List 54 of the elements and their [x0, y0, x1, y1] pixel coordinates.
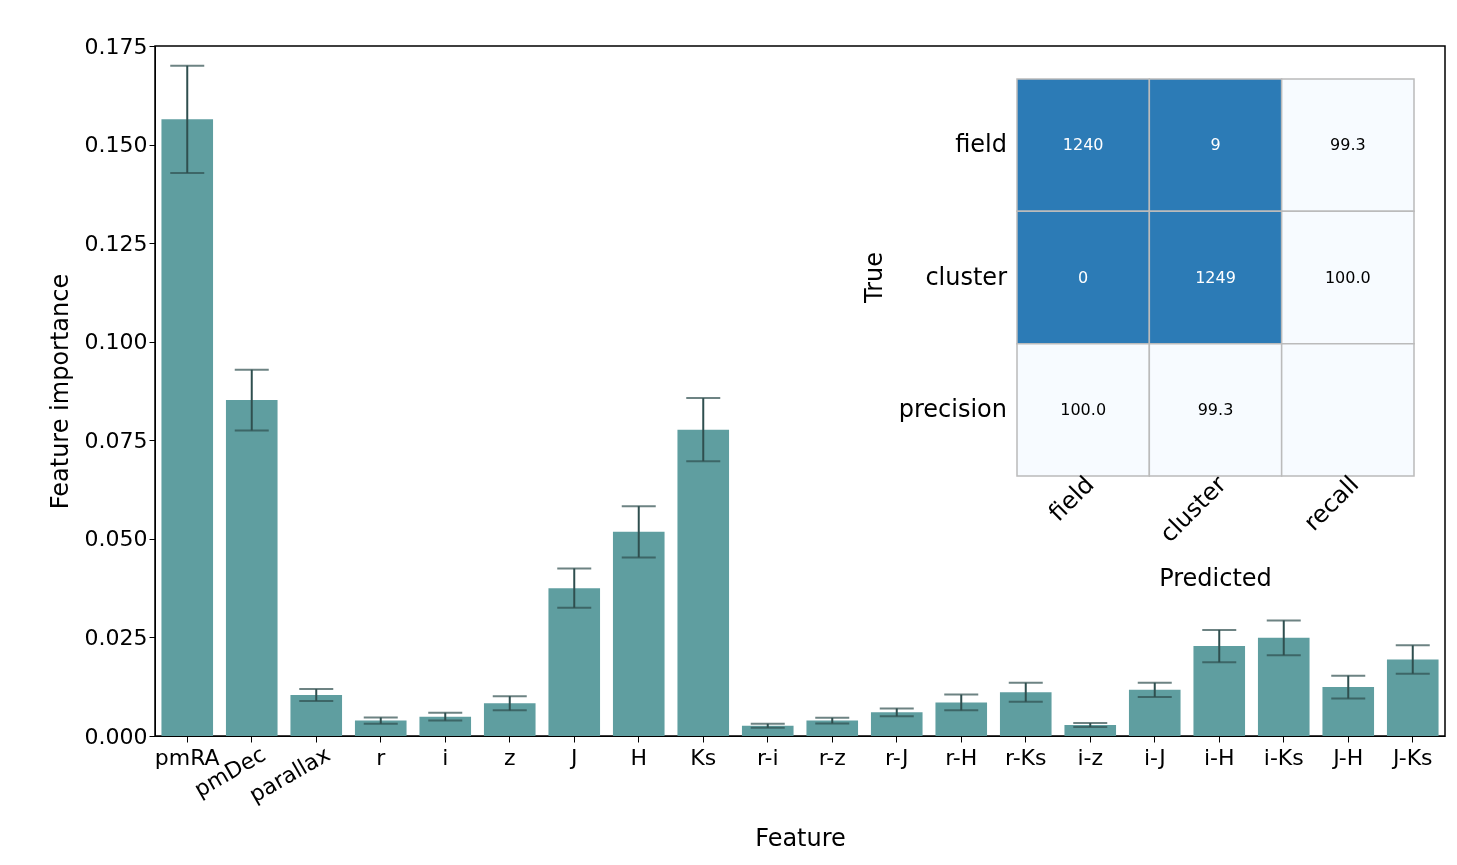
y-tick-label: 0.125 — [84, 230, 148, 256]
bar — [612, 531, 665, 736]
bar — [1193, 646, 1246, 736]
data-label: 9 — [1210, 135, 1221, 155]
y-tick-label: 0.025 — [84, 624, 148, 650]
x-tick-label: H — [630, 745, 648, 770]
data-label: 0 — [1078, 267, 1089, 287]
bar — [935, 702, 988, 736]
x-tick-label: z — [503, 745, 516, 770]
data-label: 1249 — [1195, 267, 1236, 287]
bar — [1386, 659, 1439, 736]
x-tick-label: r-z — [818, 745, 846, 770]
x-tick-label: J — [569, 745, 578, 770]
x-tick-label: r-J — [885, 745, 909, 770]
y-tick-label: cluster — [925, 262, 1008, 291]
bar — [548, 588, 601, 736]
x-tick-label: r-H — [945, 745, 978, 770]
data-label: 100.0 — [1324, 267, 1371, 287]
x-tick-label: r — [376, 745, 387, 770]
x-tick-label: i-z — [1077, 745, 1104, 770]
x-tick-label: i — [442, 745, 449, 770]
y-tick-label: 0.050 — [84, 526, 148, 552]
data-label: 100.0 — [1060, 399, 1107, 419]
bar — [225, 400, 278, 736]
x-tick-label: Ks — [690, 745, 717, 770]
x-tick-label: i-Ks — [1263, 745, 1304, 770]
y-axis-title: Feature importance — [45, 273, 74, 510]
bar — [1322, 687, 1375, 736]
x-axis-title: Feature — [755, 824, 846, 852]
y-tick-label: 0.000 — [84, 723, 148, 749]
x-axis-title: Predicted — [1159, 564, 1272, 592]
x-tick-label: r-Ks — [1005, 745, 1047, 770]
data-label: 1240 — [1062, 135, 1104, 155]
bar — [483, 703, 536, 736]
x-tick-label: J-H — [1331, 745, 1364, 770]
x-tick-label: i-H — [1203, 745, 1235, 770]
bar — [161, 119, 214, 736]
bar — [1128, 689, 1181, 736]
y-tick-label: 0.175 — [84, 33, 148, 59]
data-label: 99.3 — [1330, 135, 1366, 155]
y-axis-title: True — [860, 252, 888, 304]
y-tick-label: precision — [898, 394, 1007, 423]
bar — [290, 694, 343, 736]
x-tick-label: J-Ks — [1390, 745, 1433, 770]
data-label: 99.3 — [1197, 399, 1234, 419]
x-tick-label: i-J — [1143, 745, 1166, 770]
bar — [999, 692, 1052, 736]
y-tick-label: 0.100 — [84, 329, 148, 355]
bar — [1257, 637, 1310, 736]
y-tick-label: 0.075 — [84, 427, 148, 453]
x-tick-label: r-i — [756, 745, 779, 770]
y-tick-label: field — [955, 130, 1007, 159]
bar — [677, 429, 730, 736]
y-tick-label: 0.150 — [84, 132, 148, 158]
